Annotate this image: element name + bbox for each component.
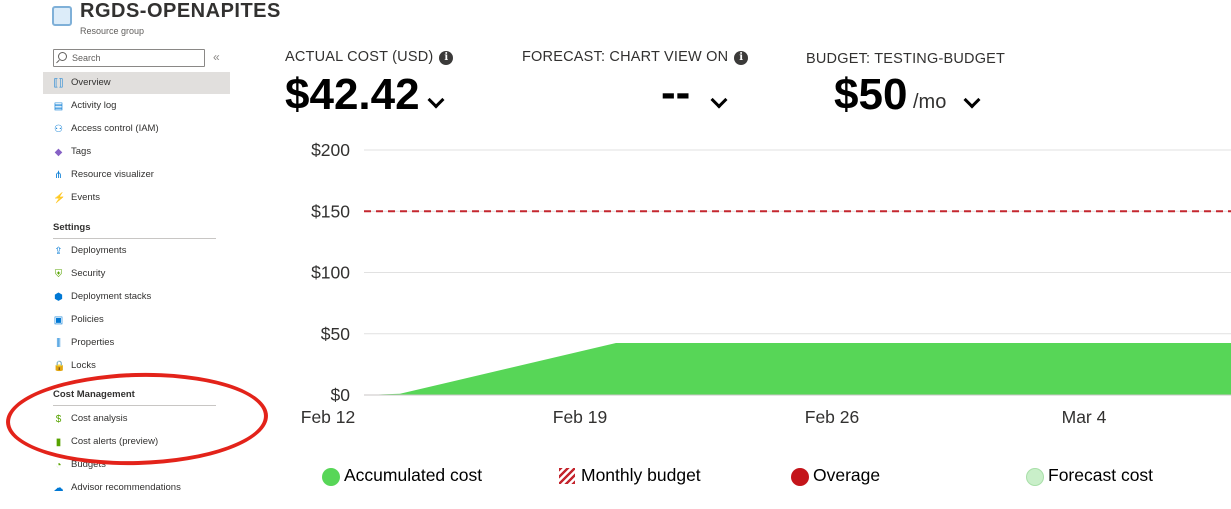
cost-analysis-icon: $: [55, 414, 62, 425]
advisor-icon: ☁: [53, 483, 64, 494]
sidebar-item-label: Activity log: [71, 100, 117, 111]
budgets-icon: ◔: [55, 460, 62, 471]
legend-label: Forecast cost: [1048, 465, 1154, 485]
legend-label: Accumulated cost: [344, 465, 483, 485]
sidebar-item-label: Overview: [71, 77, 111, 88]
cost-alerts-icon: ▮: [55, 437, 62, 448]
legend-swatch: [1026, 468, 1044, 486]
sidebar-item-label: Policies: [71, 314, 104, 325]
chevron-down-icon[interactable]: [427, 91, 445, 109]
sidebar-item-resource-visualizer[interactable]: ⋔ Resource visualizer: [43, 164, 230, 186]
sidebar-item-deployment-stacks[interactable]: ⬢ Deployment stacks: [43, 286, 230, 308]
search-icon: [58, 52, 67, 61]
sidebar: RGDS-OPENAPITES Resource group « ⟦⟧ Overv…: [0, 0, 280, 509]
sidebar-item-label: Access control (IAM): [71, 123, 159, 134]
cost-management-section-title: Cost Management: [53, 389, 135, 400]
sidebar-item-properties[interactable]: ⫼ Properties: [43, 332, 230, 354]
legend-label: Overage: [813, 465, 881, 485]
chevron-down-icon[interactable]: [963, 91, 981, 109]
cost-chart: $0 $50 $100 $150 $200 Feb 12 Feb 19 Feb 26 Mar 4: [301, 140, 1231, 427]
sidebar-item-label: Cost alerts (preview): [71, 436, 159, 447]
sidebar-item-label: Deployments: [71, 245, 127, 256]
sidebar-item-label: Locks: [71, 360, 96, 371]
x-tick-label: Feb 12: [301, 407, 355, 427]
sidebar-item-advisor-recommendations[interactable]: ☁ Advisor recommendations: [43, 477, 230, 499]
x-tick-label: Feb 26: [805, 407, 859, 427]
search-box[interactable]: [53, 49, 205, 67]
sidebar-item-deployments[interactable]: ⇪ Deployments: [43, 240, 230, 262]
x-tick-label: Feb 19: [553, 407, 607, 427]
sidebar-item-cost-analysis[interactable]: $ Cost analysis: [43, 408, 230, 430]
sidebar-item-label: Security: [71, 268, 106, 279]
policies-icon: ▣: [53, 315, 64, 326]
y-tick-label: $100: [311, 263, 350, 283]
legend-label: Monthly budget: [581, 465, 701, 485]
accumulated-cost-area: [364, 343, 1231, 395]
sidebar-item-access-control-iam[interactable]: ⚇ Access control (IAM): [43, 118, 230, 140]
budget-unit: /mo: [913, 91, 947, 113]
resource-group-title: RGDS-OPENAPITES: [80, 0, 281, 22]
sidebar-item-label: Resource visualizer: [71, 169, 154, 180]
tag-icon: ◆: [54, 147, 63, 158]
resource-visualizer-icon: ⋔: [54, 170, 63, 181]
legend-swatch: [791, 468, 809, 486]
lock-icon: 🔒: [53, 361, 66, 372]
info-icon[interactable]: i: [439, 51, 454, 65]
resource-group-icon: [52, 6, 72, 26]
deployment-stacks-icon: ⬢: [54, 292, 63, 303]
sidebar-item-cost-alerts-preview[interactable]: ▮ Cost alerts (preview): [43, 431, 230, 453]
sidebar-item-tags[interactable]: ◆ Tags: [43, 141, 230, 163]
legend-swatch: [559, 468, 575, 484]
overview-icon: ⟦⟧: [53, 78, 64, 89]
search-input[interactable]: [72, 51, 202, 65]
sidebar-item-locks[interactable]: 🔒 Locks: [43, 355, 230, 377]
forecast-value: --: [661, 68, 691, 117]
sidebar-item-overview[interactable]: ⟦⟧ Overview: [43, 72, 230, 94]
access-control-icon: ⚇: [54, 124, 63, 135]
y-tick-label: $150: [311, 201, 350, 221]
sidebar-item-label: Tags: [71, 146, 92, 157]
sidebar-item-label: Advisor recommendations: [71, 482, 181, 493]
collapse-sidebar-button[interactable]: «: [213, 50, 220, 64]
y-tick-label: $200: [311, 140, 350, 160]
settings-section-title: Settings: [53, 222, 91, 233]
sidebar-item-policies[interactable]: ▣ Policies: [43, 309, 230, 331]
sidebar-item-label: Deployment stacks: [71, 291, 152, 302]
sidebar-item-activity-log[interactable]: ▤ Activity log: [43, 95, 230, 117]
activity-log-icon: ▤: [53, 101, 64, 112]
security-icon: ⛨: [54, 269, 63, 280]
deployments-icon: ⇪: [54, 246, 63, 257]
properties-icon: ⫼: [56, 338, 61, 349]
budget-label: BUDGET: TESTING-BUDGET: [806, 51, 1006, 67]
chevron-down-icon[interactable]: [710, 91, 728, 109]
resource-group-subtitle: Resource group: [80, 26, 145, 36]
sidebar-item-label: Properties: [71, 337, 115, 348]
sidebar-item-budgets[interactable]: ◔ Budgets: [43, 454, 230, 476]
legend-swatch: [322, 468, 340, 486]
sidebar-item-security[interactable]: ⛨ Security: [43, 263, 230, 285]
y-tick-label: $50: [321, 324, 350, 344]
y-tick-label: $0: [331, 385, 351, 405]
sidebar-item-label: Events: [71, 192, 101, 203]
sidebar-item-events[interactable]: ⚡ Events: [43, 187, 230, 209]
sidebar-item-label: Cost analysis: [71, 413, 128, 424]
x-tick-label: Mar 4: [1062, 407, 1107, 427]
budget-value: $50: [834, 70, 908, 119]
events-icon: ⚡: [53, 193, 66, 204]
section-divider: [53, 405, 216, 406]
section-divider: [53, 238, 216, 239]
actual-cost-value: $42.42: [285, 70, 420, 119]
forecast-label: FORECAST: CHART VIEW ON i: [522, 49, 749, 65]
info-icon[interactable]: i: [734, 51, 749, 65]
sidebar-item-label: Budgets: [71, 459, 106, 470]
actual-cost-label: ACTUAL COST (USD) i: [285, 49, 454, 65]
